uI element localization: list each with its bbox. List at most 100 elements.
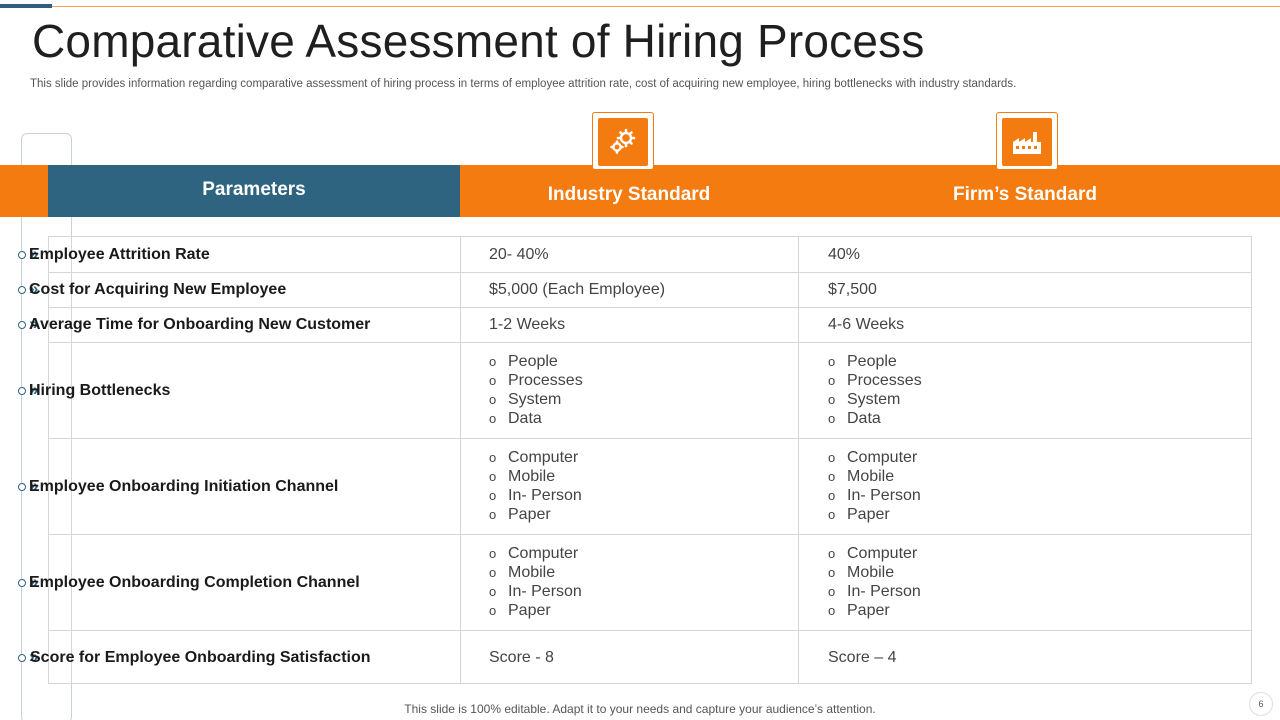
circle-icon bbox=[18, 321, 26, 329]
firm-icon-box bbox=[996, 112, 1058, 170]
double-chevron-icon: » bbox=[29, 476, 39, 495]
bullet-icon: o bbox=[489, 584, 497, 599]
bullet-icon: o bbox=[828, 507, 836, 522]
bullet-icon: o bbox=[828, 488, 836, 503]
list-item-text: Paper bbox=[508, 602, 551, 619]
row-parameter: Employee Onboarding Initiation Channel bbox=[29, 478, 339, 495]
list-item: o Data bbox=[828, 409, 922, 428]
bullet-icon: o bbox=[828, 546, 836, 561]
gears-icon bbox=[610, 128, 636, 154]
table-gutter-line bbox=[71, 236, 72, 684]
page-subtitle: This slide provides information regardin… bbox=[30, 78, 1017, 90]
bullet-icon: o bbox=[828, 584, 836, 599]
list-item: o People bbox=[828, 352, 922, 371]
list-item: o Mobile bbox=[489, 563, 582, 582]
double-chevron-icon: » bbox=[29, 572, 39, 591]
list-item: o People bbox=[489, 352, 583, 371]
double-chevron-icon: » bbox=[29, 380, 39, 399]
firm-bullet-list: o People o Processes o System o Data bbox=[828, 352, 922, 428]
list-item-text: Paper bbox=[847, 602, 890, 619]
list-item: o Computer bbox=[828, 544, 921, 563]
list-item: o Processes bbox=[489, 371, 583, 390]
list-item: o Mobile bbox=[828, 563, 921, 582]
double-chevron-icon: » bbox=[29, 244, 39, 263]
list-item: o In- Person bbox=[828, 582, 921, 601]
top-accent-bar bbox=[0, 4, 52, 8]
list-item-text: Mobile bbox=[508, 564, 556, 581]
bullet-icon: o bbox=[828, 565, 836, 580]
firm-bullet-list: o Computer o Mobile o In- Person o Paper bbox=[828, 448, 921, 524]
row-marker: » bbox=[18, 279, 44, 298]
comparison-table bbox=[48, 236, 1252, 684]
list-item: o In- Person bbox=[828, 486, 921, 505]
list-item-text: Computer bbox=[508, 449, 579, 466]
list-item: o Paper bbox=[828, 505, 921, 524]
list-item: o Computer bbox=[489, 448, 582, 467]
list-item: o Paper bbox=[489, 505, 582, 524]
industry-bullet-list: o Computer o Mobile o In- Person o Paper bbox=[489, 544, 582, 620]
row-marker: » bbox=[18, 244, 44, 263]
list-item-text: In- Person bbox=[508, 583, 582, 600]
row-marker: » bbox=[18, 476, 44, 495]
firm-bullet-list: o Computer o Mobile o In- Person o Paper bbox=[828, 544, 921, 620]
list-item: o Computer bbox=[489, 544, 582, 563]
list-item-text: Paper bbox=[508, 506, 551, 523]
bullet-icon: o bbox=[828, 469, 836, 484]
list-item-text: Computer bbox=[847, 545, 918, 562]
double-chevron-icon: » bbox=[29, 647, 39, 666]
list-item: o In- Person bbox=[489, 486, 582, 505]
list-item: o Mobile bbox=[489, 467, 582, 486]
list-item-text: Data bbox=[847, 410, 881, 427]
row-divider bbox=[48, 307, 1252, 308]
bullet-icon: o bbox=[489, 507, 497, 522]
row-parameter: Score for Employee Onboarding Satisfacti… bbox=[30, 649, 371, 666]
header-industry-standard: Industry Standard bbox=[547, 184, 711, 205]
list-item-text: Data bbox=[508, 410, 542, 427]
industry-bullet-list: o Computer o Mobile o In- Person o Paper bbox=[489, 448, 582, 524]
list-item-text: Processes bbox=[847, 372, 922, 389]
list-item: o System bbox=[828, 390, 922, 409]
row-firm-value: $7,500 bbox=[828, 281, 877, 298]
bullet-icon: o bbox=[489, 450, 497, 465]
row-firm-value: 40% bbox=[828, 246, 861, 263]
row-firm-value: Score – 4 bbox=[828, 649, 897, 666]
circle-icon bbox=[18, 286, 26, 294]
bullet-icon: o bbox=[828, 354, 836, 369]
row-industry-value: Score - 8 bbox=[489, 649, 554, 666]
bullet-icon: o bbox=[828, 603, 836, 618]
list-item-text: In- Person bbox=[847, 583, 921, 600]
bullet-icon: o bbox=[828, 392, 836, 407]
bullet-icon: o bbox=[828, 411, 836, 426]
row-marker: » bbox=[18, 380, 44, 399]
list-item-text: People bbox=[508, 353, 558, 370]
list-item-text: People bbox=[847, 353, 897, 370]
bullet-icon: o bbox=[828, 450, 836, 465]
list-item: o Paper bbox=[828, 601, 921, 620]
list-item-text: System bbox=[847, 391, 901, 408]
row-parameter: Average Time for Onboarding New Customer bbox=[29, 316, 371, 333]
row-firm-value: 4-6 Weeks bbox=[828, 316, 905, 333]
list-item-text: In- Person bbox=[847, 487, 921, 504]
footer-note: This slide is 100% editable. Adapt it to… bbox=[404, 702, 876, 716]
double-chevron-icon: » bbox=[29, 314, 39, 333]
list-item: o Paper bbox=[489, 601, 582, 620]
column-divider bbox=[460, 236, 461, 684]
list-item: o Computer bbox=[828, 448, 921, 467]
row-parameter: Employee Onboarding Completion Channel bbox=[29, 574, 360, 591]
list-item: o System bbox=[489, 390, 583, 409]
list-item-text: Mobile bbox=[508, 468, 556, 485]
circle-icon bbox=[18, 483, 26, 491]
circle-icon bbox=[18, 654, 26, 662]
bullet-icon: o bbox=[489, 565, 497, 580]
row-divider bbox=[48, 630, 1252, 631]
list-item-text: Computer bbox=[847, 449, 918, 466]
list-item: o Data bbox=[489, 409, 583, 428]
row-industry-value: 1-2 Weeks bbox=[489, 316, 566, 333]
circle-icon bbox=[18, 387, 26, 395]
industry-bullet-list: o People o Processes o System o Data bbox=[489, 352, 583, 428]
row-parameter: Employee Attrition Rate bbox=[29, 246, 210, 263]
header-firm-standard: Firm’s Standard bbox=[953, 184, 1097, 205]
factory-icon bbox=[1013, 132, 1041, 154]
bullet-icon: o bbox=[489, 373, 497, 388]
list-item-text: Paper bbox=[847, 506, 890, 523]
